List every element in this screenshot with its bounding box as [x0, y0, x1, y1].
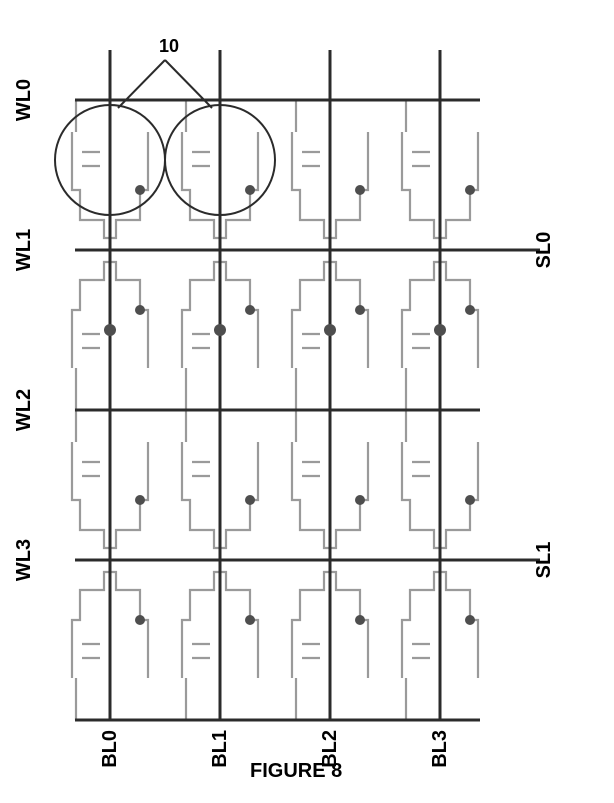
- wl-label: WL2: [13, 389, 35, 431]
- figure-caption: FIGURE 8: [250, 760, 342, 783]
- cell-bl-node-dot: [355, 305, 365, 315]
- bl-junction-dot: [104, 324, 116, 336]
- callout-label: 10: [159, 36, 179, 56]
- bl-label: BL3: [429, 730, 451, 768]
- cell-bl-node-dot: [355, 495, 365, 505]
- memory-array-diagram: 10WL0WL1WL2WL3SL0SL1BL0BL1BL2BL3: [0, 0, 614, 803]
- cell-bl-node-dot: [135, 615, 145, 625]
- bl-label: BL0: [99, 730, 121, 768]
- cell-bl-node-dot: [245, 185, 255, 195]
- bl-label: BL1: [209, 730, 231, 768]
- wl-label: WL3: [13, 539, 35, 581]
- cell-bl-node-dot: [355, 615, 365, 625]
- bl-junction-dot: [214, 324, 226, 336]
- cell-bl-node-dot: [465, 185, 475, 195]
- bl-junction-dot: [434, 324, 446, 336]
- cell-bl-node-dot: [465, 495, 475, 505]
- cell-bl-node-dot: [135, 185, 145, 195]
- sl-label: SL1: [533, 542, 555, 579]
- wl-label: WL0: [13, 79, 35, 121]
- cell-bl-node-dot: [465, 305, 475, 315]
- cell-bl-node-dot: [355, 185, 365, 195]
- figure-container: 10WL0WL1WL2WL3SL0SL1BL0BL1BL2BL3 FIGURE …: [0, 0, 614, 803]
- cell-bl-node-dot: [465, 615, 475, 625]
- cell-bl-node-dot: [245, 305, 255, 315]
- cell-bl-node-dot: [245, 615, 255, 625]
- cell-bl-node-dot: [245, 495, 255, 505]
- bl-junction-dot: [324, 324, 336, 336]
- cell-bl-node-dot: [135, 305, 145, 315]
- wl-label: WL1: [13, 229, 35, 271]
- cell-bl-node-dot: [135, 495, 145, 505]
- sl-label: SL0: [533, 232, 555, 269]
